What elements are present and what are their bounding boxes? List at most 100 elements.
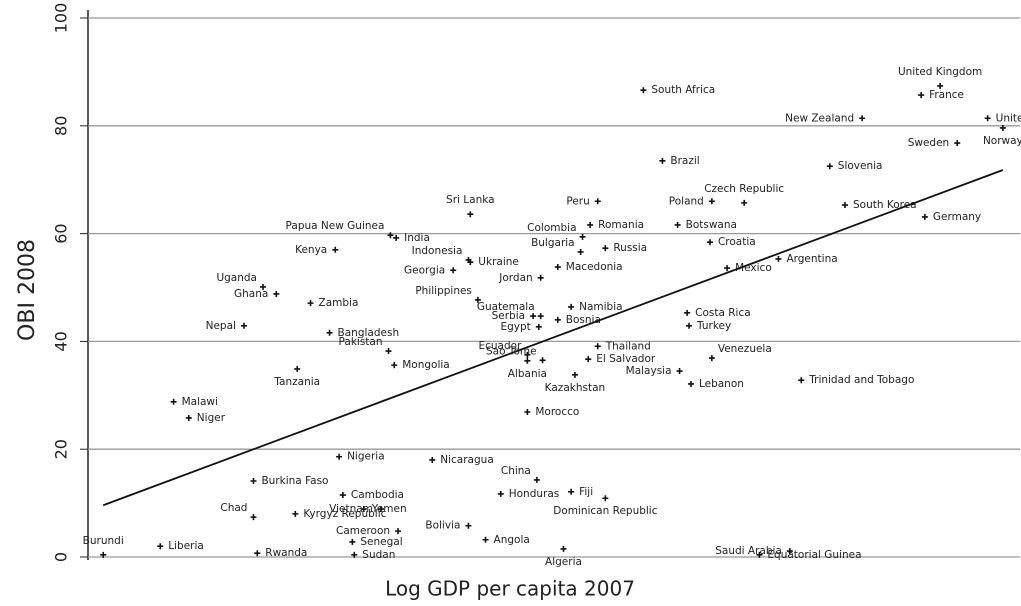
point [254, 550, 261, 557]
point [756, 551, 763, 558]
point-label: Bulgaria [531, 237, 575, 249]
point-label: Albania [508, 368, 547, 380]
point-label: Costa Rica [695, 307, 751, 319]
point-label: Yemen [371, 503, 407, 515]
point-label: Bolivia [425, 520, 460, 532]
point-label: Nepal [206, 320, 236, 332]
point [859, 115, 866, 122]
point-label: Egypt [500, 321, 530, 333]
point [577, 248, 584, 255]
point-label: Serbia [492, 310, 525, 322]
point-label: Liberia [168, 540, 204, 552]
point [537, 313, 544, 320]
point-label: Brazil [670, 155, 699, 167]
point-label: Cambodia [351, 489, 404, 501]
point-label: Peru [566, 195, 589, 207]
y-tick-label: 40 [52, 331, 71, 351]
point [554, 316, 561, 323]
point [497, 490, 504, 497]
point [385, 348, 392, 355]
point-label: Macedonia [566, 261, 623, 273]
point [594, 343, 601, 350]
point [640, 87, 647, 94]
point-label: United States [996, 112, 1021, 124]
point [273, 290, 280, 297]
point [387, 232, 394, 239]
point-label: Jordan [498, 272, 532, 284]
point [954, 140, 961, 147]
point [240, 322, 247, 329]
point [259, 283, 266, 290]
point-label: Ghana [234, 288, 268, 300]
point [307, 300, 314, 307]
point [393, 234, 400, 241]
point-label: South Africa [651, 84, 715, 96]
point-label: Russia [613, 242, 647, 254]
point-label: Turkey [696, 320, 731, 332]
point [250, 514, 257, 521]
point-label: Norway [983, 135, 1021, 147]
point [659, 157, 666, 164]
point-label: Dominican Republic [553, 505, 658, 517]
x-axis-label: Log GDP per capita 2007 [385, 577, 635, 601]
point [724, 265, 731, 272]
point [524, 357, 531, 364]
point-label: Uganda [216, 272, 257, 284]
point-label: Nigeria [347, 451, 385, 463]
point [336, 453, 343, 460]
point [687, 380, 694, 387]
point [539, 357, 546, 364]
point-label: Malaysia [626, 365, 672, 377]
point-label: Indonesia [412, 245, 463, 257]
point-label: Vietnam [329, 503, 373, 515]
point [684, 309, 691, 316]
point-label: Sri Lanka [446, 194, 495, 206]
point [798, 377, 805, 384]
point [474, 296, 481, 303]
point [937, 82, 944, 89]
point [708, 198, 715, 205]
point-label: Ukraine [478, 256, 519, 268]
y-tick-label: 80 [52, 116, 71, 136]
point-label: Colombia [527, 222, 576, 234]
point-label: Pakistan [339, 336, 383, 348]
point [339, 492, 346, 499]
point-label: Slovenia [838, 160, 883, 172]
point-label: Lebanon [699, 378, 744, 390]
point-label: France [929, 89, 964, 101]
point [524, 351, 531, 358]
point-label: Cameroon [336, 525, 390, 537]
point [587, 221, 594, 228]
point [571, 371, 578, 378]
point [554, 264, 561, 271]
point-label: Georgia [404, 264, 445, 276]
point [708, 355, 715, 362]
y-tick-label: 20 [52, 439, 71, 459]
point-label: Zambia [319, 297, 359, 309]
point [568, 488, 575, 495]
point-label: Sudan [362, 549, 395, 561]
point [686, 322, 693, 329]
point [157, 543, 164, 550]
point [100, 551, 107, 558]
point-label: Czech Republic [704, 183, 784, 195]
point-label: Kenya [295, 244, 327, 256]
point-label: Angola [494, 534, 530, 546]
point [351, 551, 358, 558]
point-label: Romania [598, 219, 644, 231]
point-label: Germany [933, 211, 981, 223]
point [467, 211, 474, 218]
point-label: Ecuador [478, 340, 522, 352]
point [775, 255, 782, 262]
point [674, 221, 681, 228]
point-label: Saudi Arabia [715, 545, 782, 557]
point-label: Fiji [579, 486, 593, 498]
point-label: Kazakhstan [545, 382, 606, 394]
point-label: Rwanda [265, 547, 307, 559]
point-label: Poland [669, 195, 704, 207]
point [467, 259, 474, 266]
point-label: Trinidad and Tobago [808, 374, 914, 386]
point [360, 506, 367, 513]
point-label: Kyrgyz Republic [303, 508, 386, 520]
